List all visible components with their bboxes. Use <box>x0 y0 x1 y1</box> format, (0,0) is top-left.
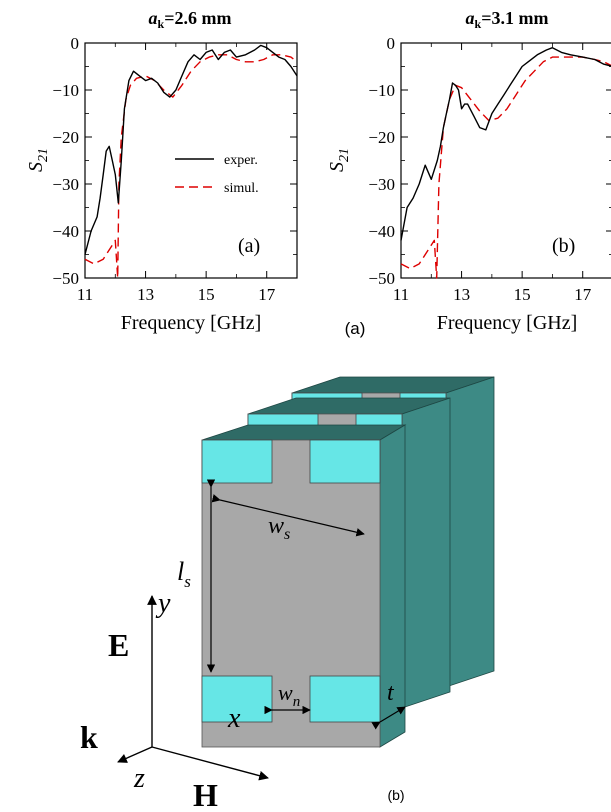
plot-curves <box>84 44 298 279</box>
y-tick-label: −50 <box>368 269 395 288</box>
field-H-label: H <box>193 777 218 812</box>
plot-curves <box>400 47 611 279</box>
x-axis-label: Frequency [GHz] <box>437 312 578 334</box>
y-tick-label: −50 <box>52 269 79 288</box>
slab-side-face <box>401 397 451 709</box>
plot-title: ak=2.6 mm <box>149 8 232 31</box>
slab-front-cyan-tl <box>201 439 273 484</box>
series-simul-line <box>400 56 611 279</box>
wn-label: wn <box>278 680 300 710</box>
series-exper-line <box>400 47 611 241</box>
front-slab <box>201 424 407 748</box>
axis-z-label: z <box>133 763 145 794</box>
series-simul-line <box>84 54 298 279</box>
dimension-annotations <box>206 479 406 730</box>
x-tick-label: 11 <box>77 285 93 304</box>
slab-front-cyan-tr <box>309 439 381 484</box>
plot-title: ak=3.1 mm <box>466 8 549 31</box>
panel-label: (a) <box>238 235 260 257</box>
y-axis-label: S21 <box>326 148 352 172</box>
y-tick-label: 0 <box>387 34 396 53</box>
ws-label: ws <box>268 513 290 543</box>
caption-b: (b) <box>387 787 404 803</box>
ls-label: ls <box>177 557 191 591</box>
field-E-label: E <box>108 627 129 663</box>
slab-side-face <box>445 376 495 688</box>
t-arrow <box>371 706 406 730</box>
t-label: t <box>387 680 395 706</box>
y-tick-label: −10 <box>52 81 79 100</box>
y-tick-label: −40 <box>368 222 395 241</box>
slab-top-face <box>201 424 407 441</box>
y-tick-label: 0 <box>71 34 80 53</box>
y-tick-label: −40 <box>52 222 79 241</box>
axis-ticks: 11 13 15 17 0 −10 −20 −30 −40 −50 <box>368 34 611 304</box>
legend: exper. simul. <box>175 153 259 196</box>
x-tick-label: 17 <box>258 285 276 304</box>
y-tick-label: −30 <box>368 175 395 194</box>
s21-plots-figure: ak=2.6 mm 11 13 15 17 0 −10 −20 −30 −40 −50 S21 F… <box>25 8 611 338</box>
x-tick-label: 13 <box>453 285 470 304</box>
x-tick-label: 15 <box>514 285 531 304</box>
legend-label-simul: simul. <box>224 181 259 196</box>
x-tick-label: 11 <box>393 285 409 304</box>
panel-label: (b) <box>552 235 575 257</box>
slab-front-cyan-br <box>309 675 381 723</box>
x-tick-label: 13 <box>137 285 154 304</box>
s21-plot-ak-2-6: ak=2.6 mm 11 13 15 17 0 −10 −20 −30 −40 −50 S21 F… <box>25 8 298 334</box>
x-tick-label: 17 <box>574 285 592 304</box>
y-tick-label: −20 <box>368 128 395 147</box>
x-axis-arrow <box>151 746 269 781</box>
plot-frame <box>84 42 298 279</box>
legend-label-exper: exper. <box>224 153 258 168</box>
x-axis-label: Frequency [GHz] <box>121 312 262 334</box>
s21-plot-ak-3-1: ak=3.1 mm 11 13 15 17 0 −10 −20 −30 −40 −50 S21 F… <box>326 8 611 334</box>
metamaterial-structure-figure: ws ls wn t y x z E k H (b) <box>80 376 495 812</box>
y-axis-label: S21 <box>25 148 51 172</box>
axis-ticks: 11 13 15 17 0 −10 −20 −30 −40 −50 <box>52 34 297 304</box>
x-tick-label: 15 <box>198 285 215 304</box>
axis-y-label: y <box>155 588 171 619</box>
y-tick-label: −30 <box>52 175 79 194</box>
axis-x-label: x <box>227 703 241 734</box>
y-tick-label: −10 <box>368 81 395 100</box>
caption-a: (a) <box>345 319 366 338</box>
series-exper-line <box>84 44 298 255</box>
y-tick-label: −20 <box>52 128 79 147</box>
ws-arrow <box>211 494 365 537</box>
slab-front-cyan-bl <box>201 675 273 723</box>
field-k-label: k <box>80 719 98 755</box>
z-axis-arrow <box>117 746 153 763</box>
coordinate-axes <box>117 595 269 781</box>
